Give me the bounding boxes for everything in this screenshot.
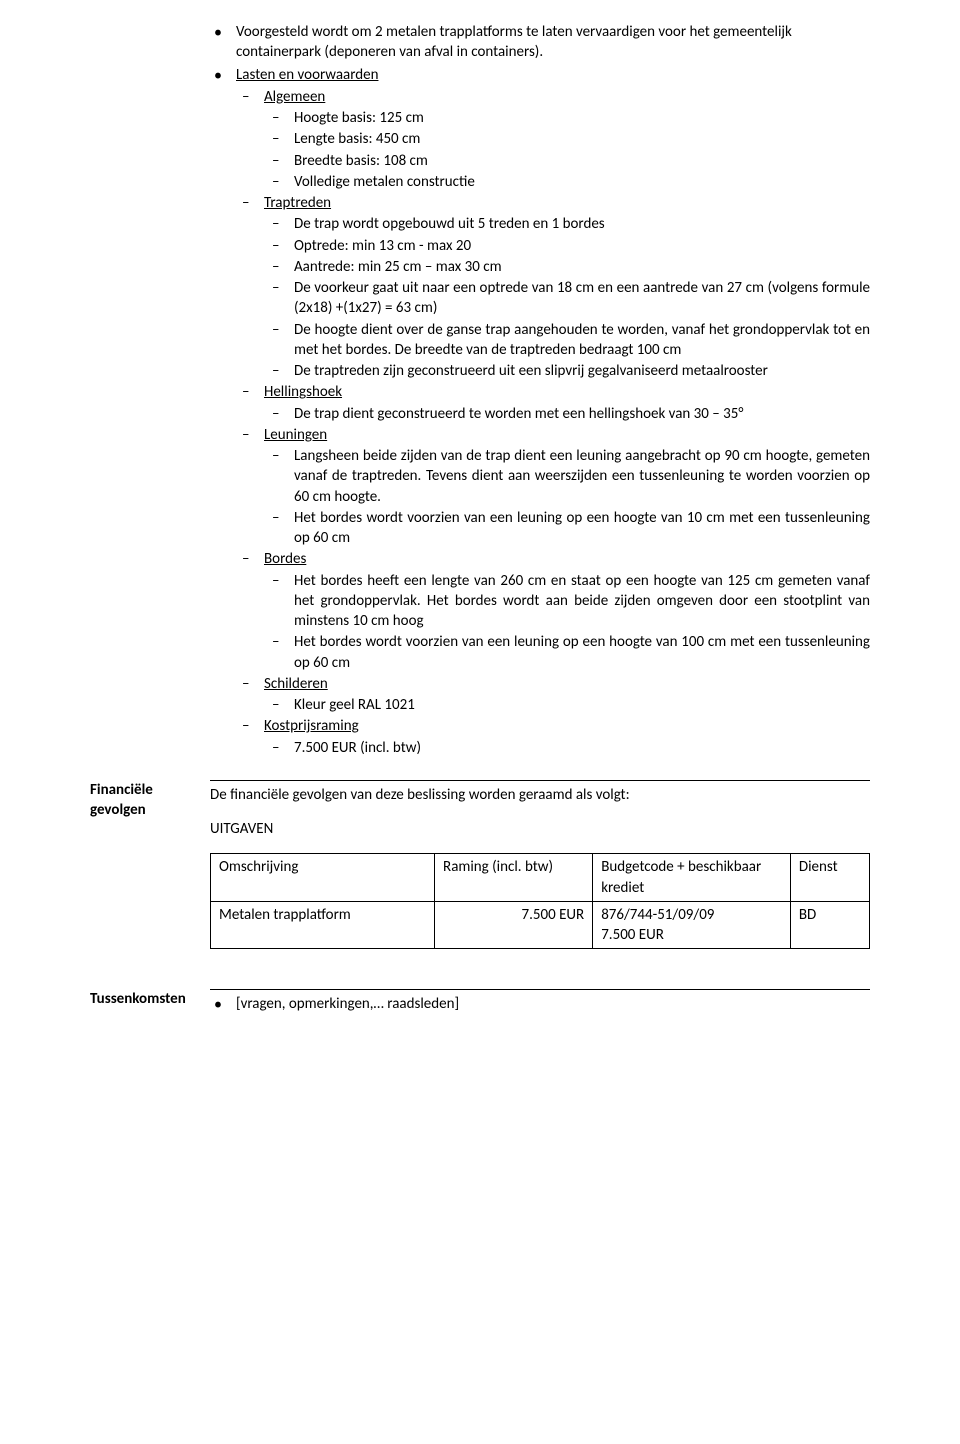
bullet-list: [vragen, opmerkingen,… raadsleden]: [210, 994, 870, 1014]
list-item: De traptreden zijn geconstrueerd uit een…: [264, 361, 870, 381]
list-item: De voorkeur gaat uit naar een optrede va…: [264, 278, 870, 319]
list-item: Het bordes heeft een lengte van 260 cm e…: [264, 571, 870, 632]
list-item: Algemeen Hoogte basis: 125 cm Lengte bas…: [236, 87, 870, 192]
body-text: Breedte basis: 108 cm: [294, 152, 428, 170]
sub-sub-list: Het bordes heeft een lengte van 260 cm e…: [264, 571, 870, 673]
section-label: Financiële gevolgen: [90, 780, 210, 821]
list-item: Kostprijsraming 7.500 EUR (incl. btw): [236, 716, 870, 758]
table-row: Metalen trapplatform 7.500 EUR 876/744-5…: [211, 901, 870, 949]
list-item: Schilderen Kleur geel RAL 1021: [236, 674, 870, 716]
body-text: De financiële gevolgen van deze beslissi…: [210, 785, 870, 805]
subsection-title: Hellingshoek: [264, 383, 342, 401]
list-item: Het bordes wordt voorzien van een leunin…: [264, 508, 870, 549]
section-label: Tussenkomsten: [90, 989, 210, 1009]
list-item: Lengte basis: 450 cm: [264, 129, 870, 149]
subsection-title: Bordes: [264, 550, 306, 568]
body-text: De traptreden zijn geconstrueerd uit een…: [294, 362, 768, 380]
body-text: Kleur geel RAL 1021: [294, 696, 415, 714]
body-text: De trap dient geconstrueerd te worden me…: [294, 405, 743, 423]
section-body: [vragen, opmerkingen,… raadsleden]: [210, 989, 870, 1016]
list-item: Het bordes wordt voorzien van een leunin…: [264, 632, 870, 673]
list-item: Aantrede: min 25 cm – max 30 cm: [264, 257, 870, 277]
list-item: Bordes Het bordes heeft een lengte van 2…: [236, 549, 870, 673]
body-text: 7.500 EUR (incl. btw): [294, 739, 421, 757]
list-item: Hellingshoek De trap dient geconstrueerd…: [236, 382, 870, 424]
table-cell: 7.500 EUR: [435, 901, 593, 949]
sub-sub-list: De trap wordt opgebouwd uit 5 treden en …: [264, 214, 870, 381]
sub-sub-list: Hoogte basis: 125 cm Lengte basis: 450 c…: [264, 108, 870, 192]
subsection-title: Kostprijsraming: [264, 717, 359, 735]
table-header-cell: Omschrijving: [211, 854, 435, 902]
body-text: [vragen, opmerkingen,… raadsleden]: [236, 995, 459, 1013]
table-cell: BD: [790, 901, 869, 949]
sub-sub-list: De trap dient geconstrueerd te worden me…: [264, 404, 870, 424]
subsection-title: Algemeen: [264, 88, 325, 106]
subsection-title: Traptreden: [264, 194, 331, 212]
list-item: 7.500 EUR (incl. btw): [264, 738, 870, 758]
tussenkomsten-section: Tussenkomsten [vragen, opmerkingen,… raa…: [90, 989, 870, 1016]
list-item: De hoogte dient over de ganse trap aange…: [264, 320, 870, 361]
table-cell: Metalen trapplatform: [211, 901, 435, 949]
main-content-block: Voorgesteld wordt om 2 metalen trapplatf…: [210, 22, 870, 758]
table-cell: 876/744-51/09/09 7.500 EUR: [593, 901, 791, 949]
body-text: Hoogte basis: 125 cm: [294, 109, 424, 127]
subsection-title: Schilderen: [264, 675, 328, 693]
body-text: Lengte basis: 450 cm: [294, 130, 420, 148]
list-item: De trap wordt opgebouwd uit 5 treden en …: [264, 214, 870, 234]
uitgaven-heading: UITGAVEN: [210, 819, 870, 839]
list-item: Langsheen beide zijden van de trap dient…: [264, 446, 870, 507]
main-bullet-list: Voorgesteld wordt om 2 metalen trapplatf…: [210, 22, 870, 758]
list-item: Kleur geel RAL 1021: [264, 695, 870, 715]
body-text: Optrede: min 13 cm - max 20: [294, 237, 471, 255]
list-item: Leuningen Langsheen beide zijden van de …: [236, 425, 870, 549]
body-text: Lasten en voorwaarden: [236, 66, 378, 84]
sub-sub-list: 7.500 EUR (incl. btw): [264, 738, 870, 758]
list-item: Optrede: min 13 cm - max 20: [264, 236, 870, 256]
table-header-cell: Raming (incl. btw): [435, 854, 593, 902]
sub-list: Algemeen Hoogte basis: 125 cm Lengte bas…: [236, 87, 870, 758]
list-item: Traptreden De trap wordt opgebouwd uit 5…: [236, 193, 870, 381]
list-item: [vragen, opmerkingen,… raadsleden]: [210, 994, 870, 1014]
body-text: De trap wordt opgebouwd uit 5 treden en …: [294, 215, 605, 233]
list-item: De trap dient geconstrueerd te worden me…: [264, 404, 870, 424]
body-text: De hoogte dient over de ganse trap aange…: [294, 321, 870, 359]
list-item: Voorgesteld wordt om 2 metalen trapplatf…: [210, 22, 870, 63]
body-text: Voorgesteld wordt om 2 metalen trapplatf…: [236, 23, 792, 61]
sub-sub-list: Langsheen beide zijden van de trap dient…: [264, 446, 870, 548]
list-item: Lasten en voorwaarden Algemeen Hoogte ba…: [210, 65, 870, 758]
section-body: De financiële gevolgen van deze beslissi…: [210, 780, 870, 950]
body-text: Het bordes wordt voorzien van een leunin…: [294, 633, 870, 671]
body-text: Volledige metalen constructie: [294, 173, 475, 191]
body-text: Het bordes heeft een lengte van 260 cm e…: [294, 572, 870, 631]
subsection-title: Leuningen: [264, 426, 327, 444]
uitgaven-table: Omschrijving Raming (incl. btw) Budgetco…: [210, 853, 870, 949]
table-header-cell: Budgetcode + beschikbaar krediet: [593, 854, 791, 902]
page-container: Voorgesteld wordt om 2 metalen trapplatf…: [0, 0, 960, 1057]
list-item: Volledige metalen constructie: [264, 172, 870, 192]
sub-sub-list: Kleur geel RAL 1021: [264, 695, 870, 715]
body-text: De voorkeur gaat uit naar een optrede va…: [294, 279, 870, 317]
divider: [210, 989, 870, 990]
body-text: Het bordes wordt voorzien van een leunin…: [294, 509, 870, 547]
body-text: 7.500 EUR: [601, 925, 782, 945]
list-item: Hoogte basis: 125 cm: [264, 108, 870, 128]
list-item: Breedte basis: 108 cm: [264, 151, 870, 171]
table-header-cell: Dienst: [790, 854, 869, 902]
body-text: Aantrede: min 25 cm – max 30 cm: [294, 258, 502, 276]
table-row: Omschrijving Raming (incl. btw) Budgetco…: [211, 854, 870, 902]
body-text: 876/744-51/09/09: [601, 905, 782, 925]
financiele-section: Financiële gevolgen De financiële gevolg…: [90, 780, 870, 950]
body-text: Langsheen beide zijden van de trap dient…: [294, 447, 870, 506]
divider: [210, 780, 870, 781]
